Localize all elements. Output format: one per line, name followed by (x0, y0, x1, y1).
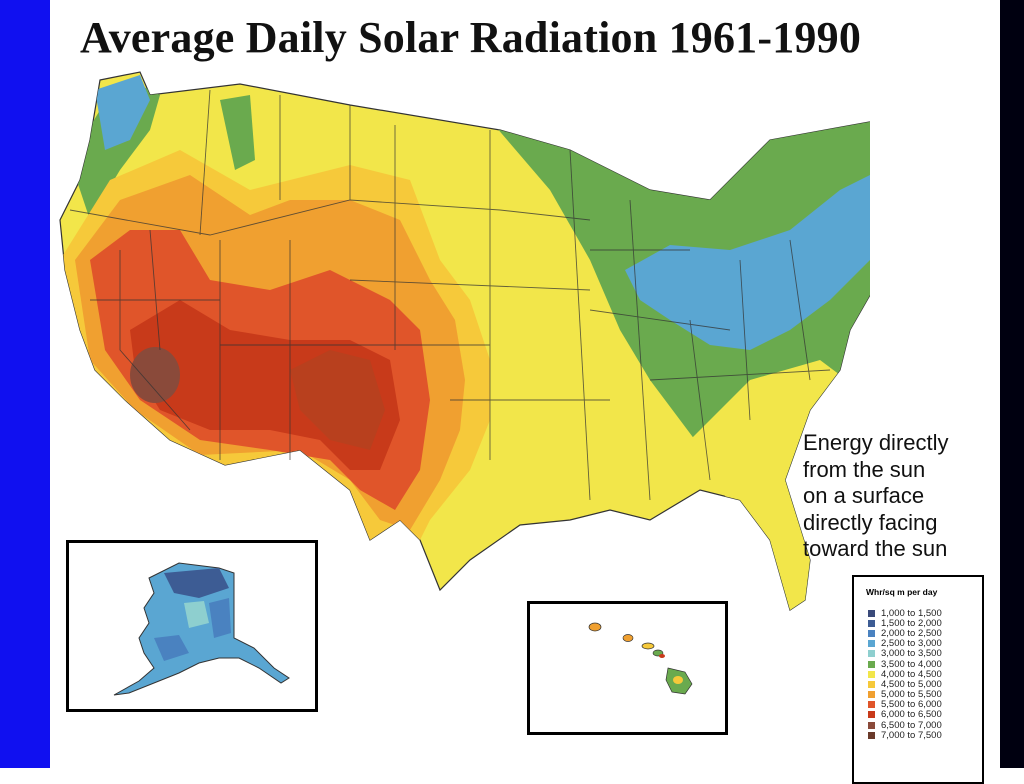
legend-label: 5,000 to 5,500 (881, 689, 942, 701)
legend-swatch (868, 650, 875, 658)
hawaii-map (588, 622, 693, 695)
legend-item: 1,500 to 2,000 (868, 617, 982, 629)
caption-line: directly facing (803, 509, 938, 535)
contiguous-us-solar-map (59, 71, 870, 611)
legend-item: 1,000 to 1,500 (868, 607, 982, 619)
legend-swatch (868, 609, 875, 617)
zone-2500-3000-northwest (95, 75, 150, 150)
legend-label: 4,500 to 5,000 (881, 678, 942, 690)
right-dark-border (1000, 0, 1024, 768)
legend-label: 7,000 to 7,500 (881, 729, 942, 741)
legend-item: 2,500 to 3,000 (868, 638, 982, 650)
legend-label: 2,000 to 2,500 (881, 627, 942, 639)
legend-label: 4,000 to 4,500 (881, 668, 942, 680)
zone-7000-7500-death-valley (130, 347, 180, 403)
state-borders (69, 89, 831, 501)
legend-label: 3,000 to 3,500 (881, 648, 942, 660)
legend-item: 6,500 to 7,000 (868, 719, 982, 731)
legend-label: 6,000 to 6,500 (881, 709, 942, 721)
left-blue-border (0, 0, 50, 768)
zone-2500-3000-northeast (625, 170, 870, 350)
legend-swatch (868, 629, 875, 637)
legend-label: 6,500 to 7,000 (881, 719, 942, 731)
legend-swatch (868, 660, 875, 668)
alaska-map (113, 562, 290, 696)
map-title: Average Daily Solar Radiation 1961-1990 (80, 13, 862, 62)
legend-swatch (868, 691, 875, 699)
zone-3500-4000-rockies (220, 95, 255, 170)
legend-item: 7,000 to 7,500 (868, 729, 982, 741)
legend-label: 1,500 to 2,000 (881, 617, 942, 629)
legend-item: 4,000 to 4,500 (868, 668, 982, 680)
caption-line: on a surface (803, 483, 925, 508)
legend-item: 6,000 to 6,500 (868, 709, 982, 721)
hawaii-inset (527, 601, 728, 735)
legend-list: 1,000 to 1,500 1,500 to 2,000 2,000 to 2,5… (854, 607, 982, 741)
legend-swatch (868, 640, 875, 648)
zone-6500-7000 (290, 350, 385, 450)
legend-item: 3,000 to 3,500 (868, 648, 982, 660)
legend-label: 1,000 to 1,500 (881, 607, 942, 619)
legend-item: 4,500 to 5,000 (868, 678, 982, 690)
legend-swatch (868, 711, 875, 719)
legend-swatch (868, 701, 875, 709)
legend-label: 2,500 to 3,000 (881, 638, 942, 650)
legend-swatch (868, 731, 875, 739)
legend-item: 5,000 to 5,500 (868, 689, 982, 701)
legend-swatch (868, 680, 875, 688)
legend-swatch (868, 721, 875, 729)
legend-item: 3,500 to 4,000 (868, 658, 982, 670)
alaska-inset (66, 540, 318, 712)
caption-line: from the sun (803, 456, 926, 482)
map-legend: Whr/sq m per day 1,000 to 1,500 1,500 to … (852, 575, 984, 784)
caption-line: Energy directly (803, 430, 949, 455)
legend-title: Whr/sq m per day (866, 587, 938, 597)
legend-swatch (868, 619, 875, 627)
legend-item: 2,000 to 2,500 (868, 627, 982, 639)
legend-label: 5,500 to 6,000 (881, 699, 942, 711)
map-caption: Energy directly from the sun on a surfac… (803, 430, 949, 563)
caption-line: toward the sun (803, 536, 948, 561)
legend-item: 5,500 to 6,000 (868, 699, 982, 711)
legend-label: 3,500 to 4,000 (881, 658, 942, 670)
legend-swatch (868, 670, 875, 678)
